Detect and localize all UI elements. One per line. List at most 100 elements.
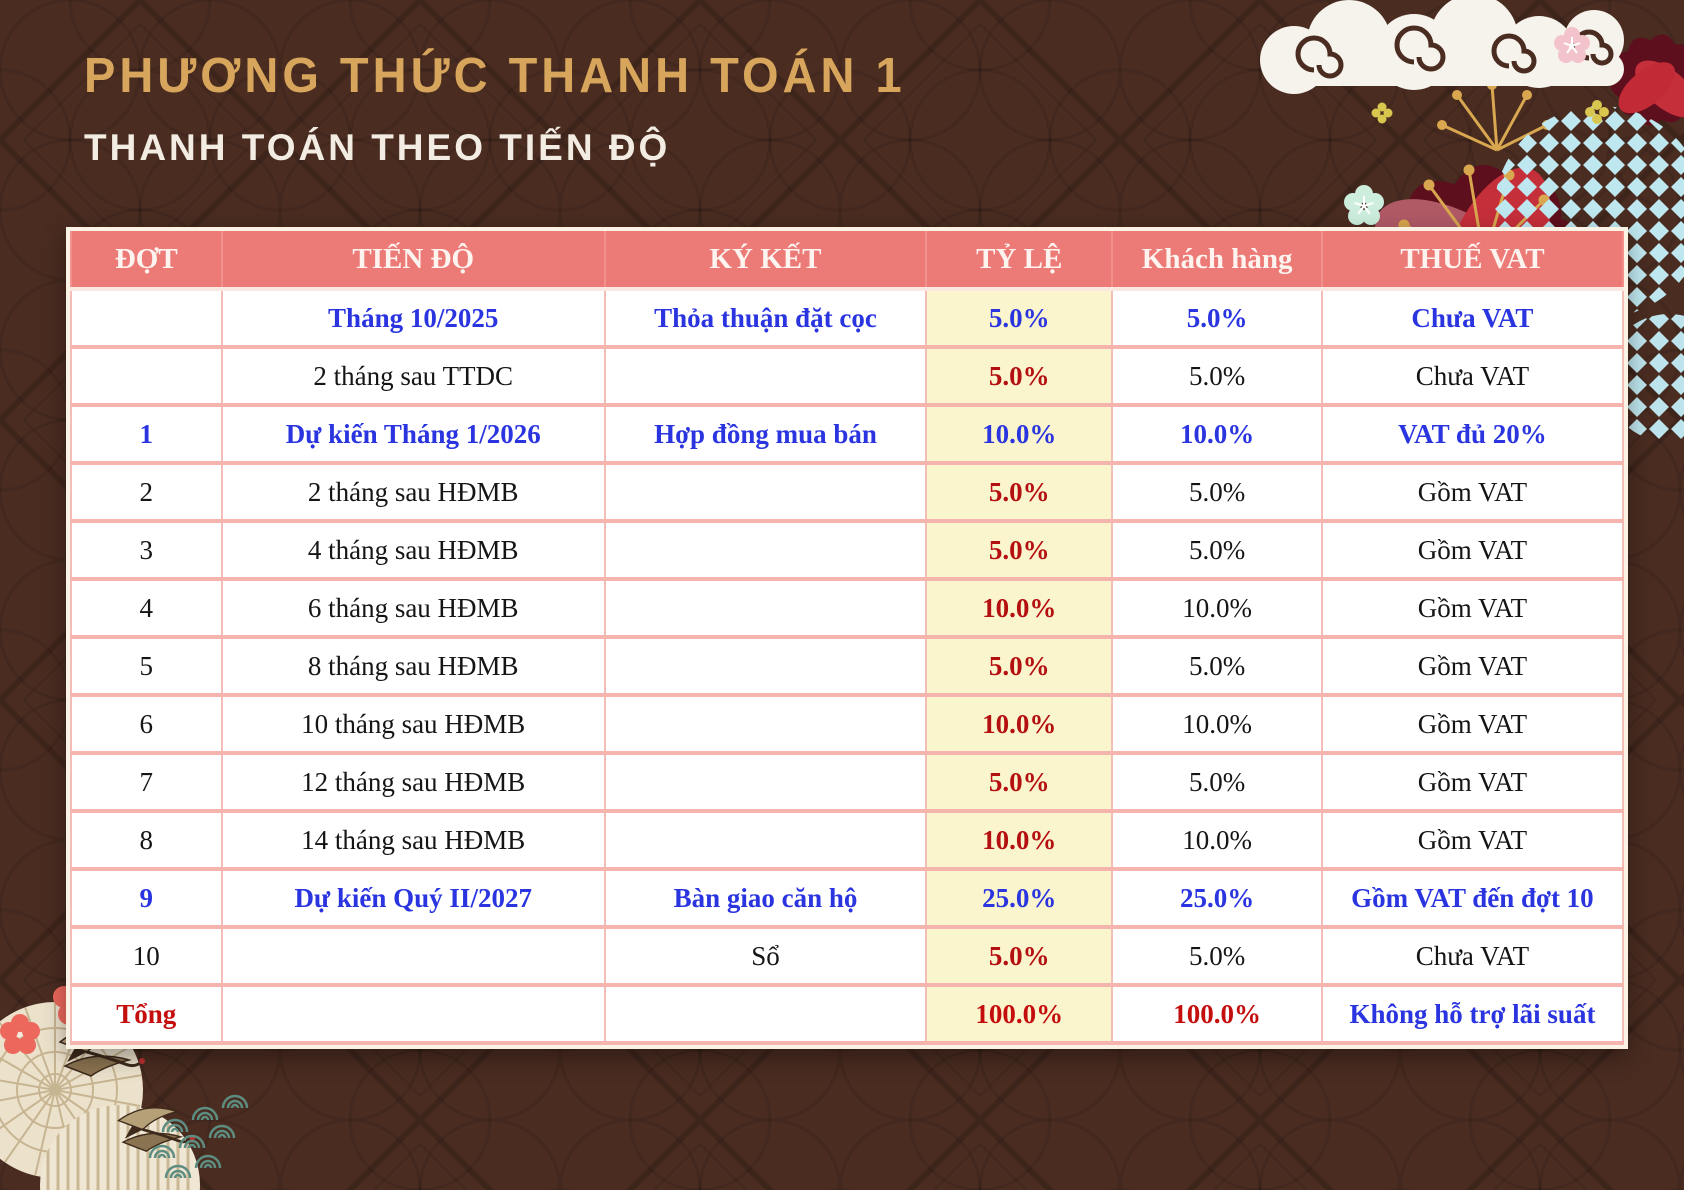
cell-r3-c4: 5.0%: [1111, 461, 1323, 523]
cell-r1-c5: Chưa VAT: [1320, 345, 1625, 407]
cell-r3-c2: [603, 461, 928, 523]
table-row-8: 7 12 tháng sau HĐMB 5.0% 5.0% Gồm VAT: [70, 751, 1625, 813]
cell-r6-c0: 5: [70, 635, 223, 697]
cell-r11-c3: 5.0%: [925, 925, 1114, 987]
cell-r4-c2: [603, 519, 928, 581]
cell-r12-c1: [220, 983, 606, 1045]
cell-r8-c0: 7: [70, 751, 223, 813]
table-row-7: 6 10 tháng sau HĐMB 10.0% 10.0% Gồm VAT: [70, 693, 1625, 755]
cell-r12-c2: [603, 983, 928, 1045]
column-header-3: TỶ LỆ: [925, 231, 1114, 291]
cell-r8-c5: Gồm VAT: [1320, 751, 1625, 813]
column-header-4: Khách hàng: [1111, 231, 1323, 291]
page-title: PHƯƠNG THỨC THANH TOÁN 1: [84, 47, 906, 103]
cell-r2-c5: VAT đủ 20%: [1320, 403, 1625, 465]
heading-block: PHƯƠNG THỨC THANH TOÁN 1 THANH TOÁN THEO…: [84, 46, 906, 169]
cell-r9-c3: 10.0%: [925, 809, 1114, 871]
cell-r12-c3: 100.0%: [925, 983, 1114, 1045]
cell-r2-c2: Hợp đồng mua bán: [603, 403, 928, 465]
cell-r9-c4: 10.0%: [1111, 809, 1323, 871]
cell-r0-c2: Thỏa thuận đặt cọc: [603, 287, 928, 349]
cell-r6-c5: Gồm VAT: [1320, 635, 1625, 697]
cell-r12-c4: 100.0%: [1111, 983, 1323, 1045]
cell-r0-c3: 5.0%: [925, 287, 1114, 349]
cell-r11-c0: 10: [70, 925, 223, 987]
cell-r10-c1: Dự kiến Quý II/2027: [220, 867, 606, 929]
column-header-5: THUẾ VAT: [1320, 231, 1625, 291]
cell-r7-c4: 10.0%: [1111, 693, 1323, 755]
cell-r4-c1: 4 tháng sau HĐMB: [220, 519, 606, 581]
cell-r0-c1: Tháng 10/2025: [220, 287, 606, 349]
cell-r9-c5: Gồm VAT: [1320, 809, 1625, 871]
cell-r6-c4: 5.0%: [1111, 635, 1323, 697]
cell-r10-c4: 25.0%: [1111, 867, 1323, 929]
cell-r6-c2: [603, 635, 928, 697]
cell-r11-c2: Sổ: [603, 925, 928, 987]
column-header-0: ĐỢT: [70, 231, 223, 291]
cell-r11-c1: [220, 925, 606, 987]
cell-r3-c0: 2: [70, 461, 223, 523]
table-row-1: 2 tháng sau TTDC 5.0% 5.0% Chưa VAT: [70, 345, 1625, 407]
cell-r5-c1: 6 tháng sau HĐMB: [220, 577, 606, 639]
cell-r7-c2: [603, 693, 928, 755]
cell-r3-c1: 2 tháng sau HĐMB: [220, 461, 606, 523]
cell-r8-c1: 12 tháng sau HĐMB: [220, 751, 606, 813]
cell-r2-c4: 10.0%: [1111, 403, 1323, 465]
cell-r12-c5: Không hỗ trợ lãi suất: [1320, 983, 1625, 1045]
cell-r5-c0: 4: [70, 577, 223, 639]
cell-r11-c4: 5.0%: [1111, 925, 1323, 987]
payment-table: ĐỢT TIẾN ĐỘ KÝ KẾT TỶ LỆ Khách hàng THUẾ VAT …: [70, 231, 1625, 1045]
cell-r4-c4: 5.0%: [1111, 519, 1323, 581]
page-subtitle: THANH TOÁN THEO TIẾN ĐỘ: [84, 127, 671, 168]
table-row-10: 9 Dự kiến Quý II/2027 Bàn giao căn hộ 25.0%…: [70, 867, 1625, 929]
cell-r1-c4: 5.0%: [1111, 345, 1323, 407]
cell-r10-c2: Bàn giao căn hộ: [603, 867, 928, 929]
cell-r9-c1: 14 tháng sau HĐMB: [220, 809, 606, 871]
cell-r2-c0: 1: [70, 403, 223, 465]
cell-r4-c0: 3: [70, 519, 223, 581]
cell-r9-c2: [603, 809, 928, 871]
cell-r5-c4: 10.0%: [1111, 577, 1323, 639]
table-body: Tháng 10/2025 Thỏa thuận đặt cọc 5.0% 5.0% C…: [70, 287, 1625, 1045]
cell-r4-c5: Gồm VAT: [1320, 519, 1625, 581]
cell-r0-c5: Chưa VAT: [1320, 287, 1625, 349]
cell-r8-c2: [603, 751, 928, 813]
header-row: ĐỢT TIẾN ĐỘ KÝ KẾT TỶ LỆ Khách hàng THUẾ VAT: [70, 231, 1625, 291]
table-row-2: 1 Dự kiến Tháng 1/2026 Hợp đồng mua bán 10.…: [70, 403, 1625, 465]
cell-r6-c1: 8 tháng sau HĐMB: [220, 635, 606, 697]
cell-r4-c3: 5.0%: [925, 519, 1114, 581]
table-row-0: Tháng 10/2025 Thỏa thuận đặt cọc 5.0% 5.0% C…: [70, 287, 1625, 349]
cell-r10-c0: 9: [70, 867, 223, 929]
cell-r8-c3: 5.0%: [925, 751, 1114, 813]
payment-table-wrapper: ĐỢT TIẾN ĐỘ KÝ KẾT TỶ LỆ Khách hàng THUẾ VAT …: [66, 227, 1628, 1049]
cell-r10-c5: Gồm VAT đến đợt 10: [1320, 867, 1625, 929]
cell-r0-c4: 5.0%: [1111, 287, 1323, 349]
cell-r3-c3: 5.0%: [925, 461, 1114, 523]
cell-r7-c0: 6: [70, 693, 223, 755]
cell-r2-c3: 10.0%: [925, 403, 1114, 465]
cell-r5-c5: Gồm VAT: [1320, 577, 1625, 639]
cell-r5-c2: [603, 577, 928, 639]
cell-r9-c0: 8: [70, 809, 223, 871]
table-row-9: 8 14 tháng sau HĐMB 10.0% 10.0% Gồm VAT: [70, 809, 1625, 871]
cell-r12-c0: Tổng: [70, 983, 223, 1045]
cell-r6-c3: 5.0%: [925, 635, 1114, 697]
cell-r11-c5: Chưa VAT: [1320, 925, 1625, 987]
table-row-11: 10 Sổ 5.0% 5.0% Chưa VAT: [70, 925, 1625, 987]
cell-r0-c0: [70, 287, 223, 349]
cell-r10-c3: 25.0%: [925, 867, 1114, 929]
cell-r7-c1: 10 tháng sau HĐMB: [220, 693, 606, 755]
cell-r1-c1: 2 tháng sau TTDC: [220, 345, 606, 407]
cell-r2-c1: Dự kiến Tháng 1/2026: [220, 403, 606, 465]
cell-r1-c2: [603, 345, 928, 407]
cell-r1-c3: 5.0%: [925, 345, 1114, 407]
column-header-1: TIẾN ĐỘ: [220, 231, 606, 291]
cell-r3-c5: Gồm VAT: [1320, 461, 1625, 523]
cell-r7-c3: 10.0%: [925, 693, 1114, 755]
cell-r1-c0: [70, 345, 223, 407]
